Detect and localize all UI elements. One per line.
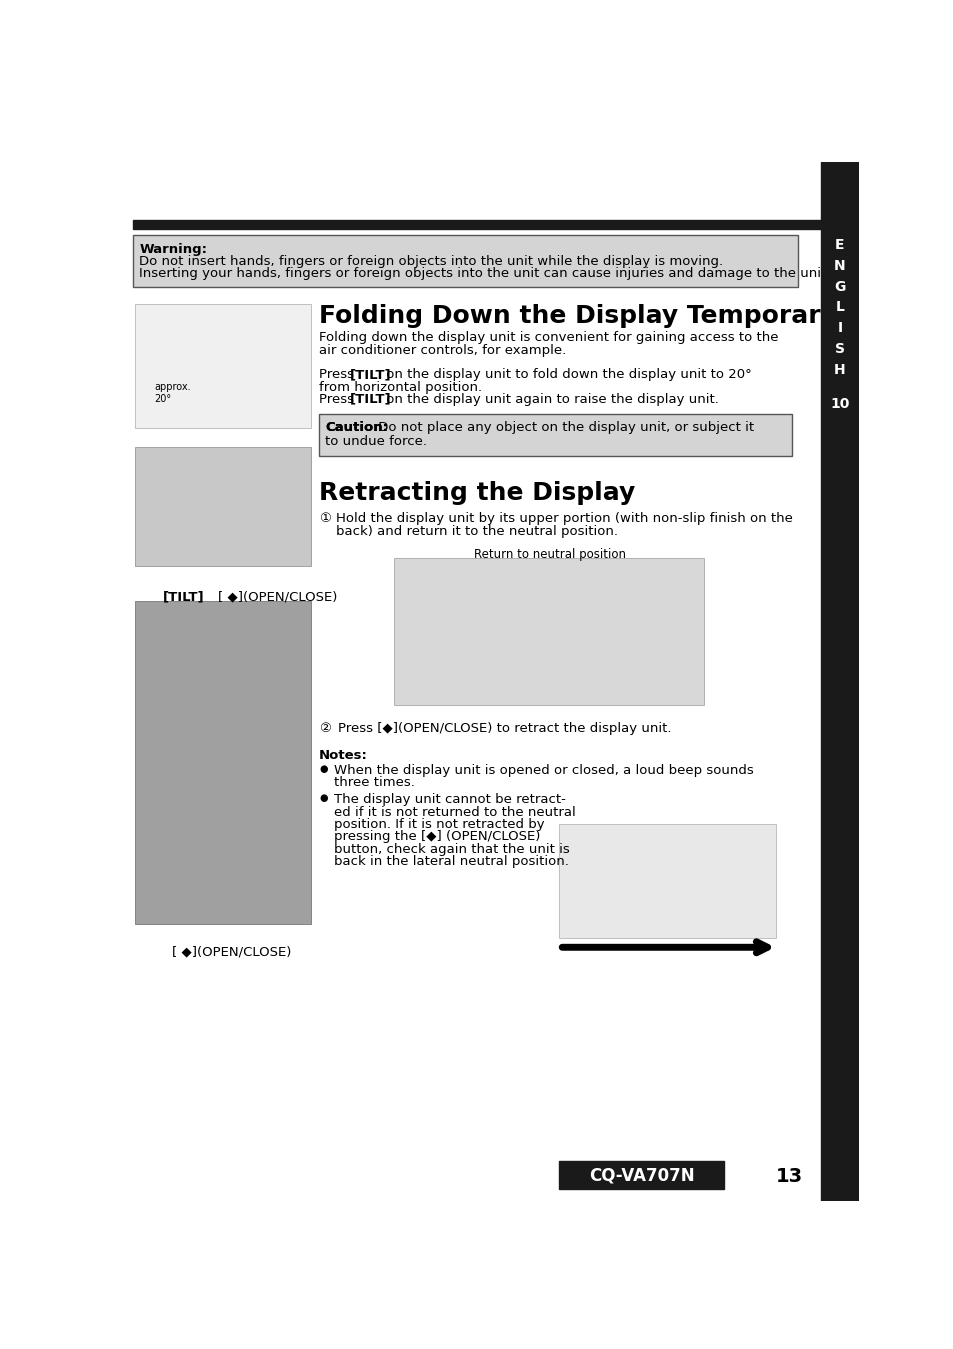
Bar [558, 824, 776, 938]
Bar [134, 305, 311, 428]
Text: Do not insert hands, fingers or foreign objects into the unit while the display : Do not insert hands, fingers or foreign … [139, 255, 722, 268]
Text: back in the lateral neutral position.: back in the lateral neutral position. [334, 855, 568, 867]
Text: position. If it is not retracted by: position. If it is not retracted by [334, 817, 544, 831]
Text: Return to neutral position: Return to neutral position [474, 549, 625, 561]
Text: air conditioner controls, for example.: air conditioner controls, for example. [319, 344, 566, 356]
Text: Notes:: Notes: [319, 749, 368, 762]
Text: Press: Press [319, 368, 358, 382]
Text: ①: ① [319, 513, 331, 525]
Text: back) and return it to the neutral position.: back) and return it to the neutral posit… [335, 525, 618, 537]
Text: L: L [835, 301, 843, 314]
Text: pressing the [◆] (OPEN/CLOSE): pressing the [◆] (OPEN/CLOSE) [334, 830, 539, 843]
FancyBboxPatch shape [133, 235, 798, 287]
Text: [ ◆](OPEN/CLOSE): [ ◆](OPEN/CLOSE) [218, 590, 337, 603]
Text: 10: 10 [829, 398, 849, 411]
Text: 13: 13 [775, 1167, 802, 1186]
Text: ●: ● [319, 764, 328, 774]
Text: Retracting the Display: Retracting the Display [319, 482, 635, 506]
Text: button, check again that the unit is: button, check again that the unit is [334, 843, 569, 855]
Text: on the display unit to fold down the display unit to 20°: on the display unit to fold down the dis… [381, 368, 751, 382]
Text: ed if it is not returned to the neutral: ed if it is not returned to the neutral [334, 805, 575, 819]
Bar [134, 600, 311, 924]
Text: CQ-VA707N: CQ-VA707N [588, 1166, 694, 1184]
Text: Press: Press [319, 393, 358, 406]
Text: The display unit cannot be retract-: The display unit cannot be retract- [334, 793, 565, 807]
Text: to undue force.: to undue force. [325, 436, 427, 448]
Text: Hold the display unit by its upper portion (with non-slip finish on the: Hold the display unit by its upper porti… [335, 513, 792, 525]
Text: three times.: three times. [334, 776, 415, 789]
Text: approx.
20°: approx. 20° [154, 382, 191, 403]
Text: When the display unit is opened or closed, a loud beep sounds: When the display unit is opened or close… [334, 764, 753, 777]
Bar [558, 1161, 723, 1188]
Bar [394, 558, 703, 704]
Text: Folding Down the Display Temporarily: Folding Down the Display Temporarily [319, 305, 854, 328]
Text: Do not place any object on the display unit, or subject it: Do not place any object on the display u… [374, 421, 754, 434]
FancyBboxPatch shape [319, 414, 791, 456]
Text: G: G [834, 279, 844, 294]
Text: [ ◆](OPEN/CLOSE): [ ◆](OPEN/CLOSE) [172, 946, 291, 959]
Text: Press [◆](OPEN/CLOSE) to retract the display unit.: Press [◆](OPEN/CLOSE) to retract the dis… [337, 723, 671, 735]
Text: ②: ② [319, 723, 331, 735]
Text: Caution:: Caution: [325, 421, 388, 434]
Bar [133, 220, 821, 229]
Text: on the display unit again to raise the display unit.: on the display unit again to raise the d… [381, 393, 718, 406]
Text: [TILT]: [TILT] [349, 368, 391, 382]
Text: I: I [837, 321, 841, 335]
Bar [821, 162, 858, 1201]
Text: ●: ● [319, 793, 328, 803]
Text: Caution:: Caution: [325, 421, 388, 434]
Text: [TILT]: [TILT] [349, 393, 391, 406]
Text: Warning:: Warning: [139, 243, 207, 256]
Text: Inserting your hands, fingers or foreign objects into the unit can cause injurie: Inserting your hands, fingers or foreign… [139, 267, 830, 281]
Text: S: S [834, 343, 844, 356]
Text: [TILT]: [TILT] [162, 590, 204, 603]
Text: from horizontal position.: from horizontal position. [319, 380, 482, 394]
Bar [134, 447, 311, 567]
Text: Folding down the display unit is convenient for gaining access to the: Folding down the display unit is conveni… [319, 332, 778, 344]
Text: E: E [835, 237, 843, 252]
Text: N: N [833, 259, 845, 272]
Text: H: H [833, 363, 845, 376]
